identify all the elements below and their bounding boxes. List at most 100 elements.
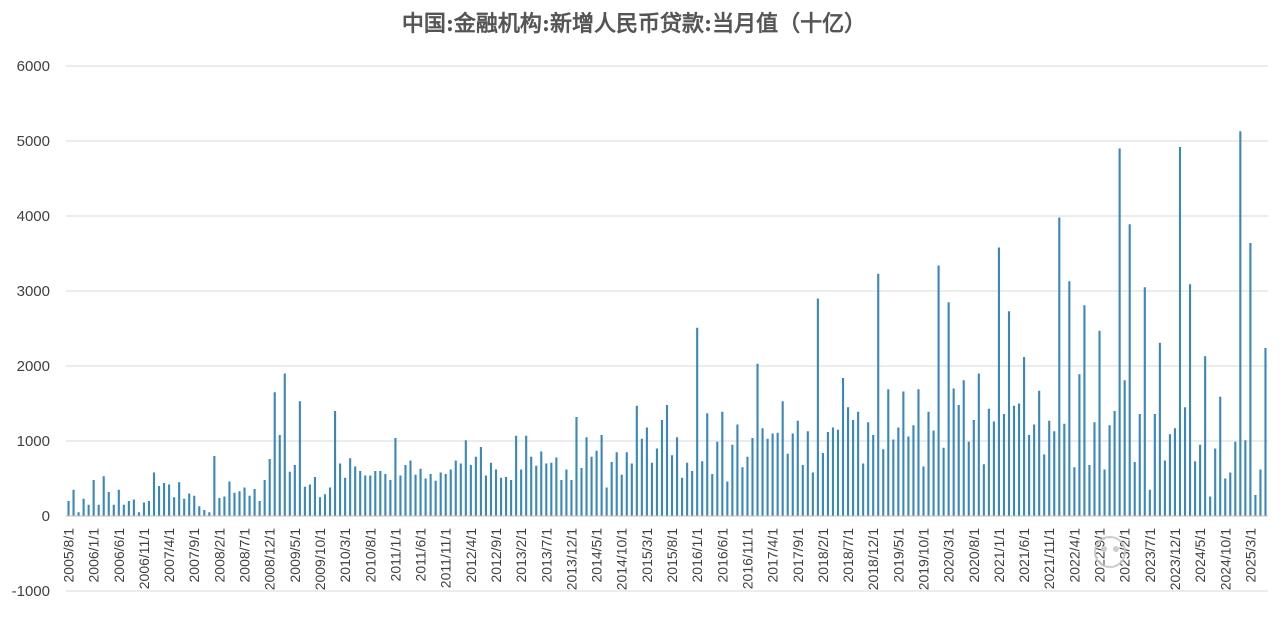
bar xyxy=(439,472,442,516)
bar xyxy=(1128,224,1131,516)
bar xyxy=(208,512,211,516)
bar xyxy=(595,450,598,516)
bar xyxy=(736,424,739,516)
bar xyxy=(1158,342,1161,516)
bar xyxy=(107,492,110,516)
y-tick-label: 1000 xyxy=(17,433,50,450)
bar xyxy=(168,484,171,516)
bar xyxy=(479,447,482,516)
bar xyxy=(1017,403,1021,516)
bar xyxy=(741,467,744,516)
bar xyxy=(510,480,513,516)
bar xyxy=(1113,411,1116,516)
x-tick-label: 2006/11/1 xyxy=(136,528,152,589)
bar xyxy=(1214,448,1217,516)
bar xyxy=(424,478,427,516)
x-tick-label: 2011/6/1 xyxy=(413,528,429,582)
bar xyxy=(193,495,196,516)
bar xyxy=(72,489,75,516)
bar xyxy=(615,452,618,516)
bar xyxy=(540,451,543,516)
bar xyxy=(499,477,503,516)
bar xyxy=(841,378,845,516)
x-tick-label: 2013/7/1 xyxy=(538,528,554,583)
bar xyxy=(253,489,256,516)
bar xyxy=(1264,348,1267,516)
bar xyxy=(655,448,658,516)
bar xyxy=(726,481,729,516)
bar xyxy=(293,465,296,516)
y-tick-label: -1000 xyxy=(12,583,50,600)
bar xyxy=(77,512,80,516)
bar xyxy=(791,433,794,516)
bar xyxy=(1138,414,1141,516)
bar xyxy=(303,486,306,516)
bar xyxy=(937,265,940,516)
bar xyxy=(831,427,835,516)
x-tick-label: 2017/4/1 xyxy=(765,528,781,583)
x-tick-label: 2005/8/1 xyxy=(61,528,77,583)
bar xyxy=(1168,434,1171,516)
bar xyxy=(1078,374,1081,516)
bar xyxy=(1063,423,1066,516)
x-tick-label: 2009/10/1 xyxy=(312,528,328,590)
bar xyxy=(142,502,146,516)
x-tick-label: 2007/4/1 xyxy=(161,528,177,583)
bar xyxy=(369,475,372,516)
x-tick-label: 2012/4/1 xyxy=(463,528,479,583)
y-tick-label: 4000 xyxy=(17,208,50,225)
x-tick-label: 2016/1/1 xyxy=(689,528,705,583)
bar xyxy=(857,411,860,516)
bar xyxy=(1048,420,1051,516)
bar xyxy=(379,471,382,516)
bar xyxy=(238,491,241,516)
bar xyxy=(796,420,799,516)
watermark xyxy=(1094,536,1126,568)
bar xyxy=(248,495,251,516)
bar xyxy=(967,441,970,516)
bar xyxy=(771,433,774,516)
bar xyxy=(464,440,467,516)
bar xyxy=(203,510,206,516)
bar xyxy=(580,468,583,516)
bar xyxy=(756,363,759,516)
bar xyxy=(947,302,950,516)
y-axis-ticks: 6000 5000 4000 3000 2000 1000 0 -1000 xyxy=(12,58,50,600)
bar xyxy=(660,420,664,516)
bar xyxy=(454,460,457,516)
bar xyxy=(681,477,684,516)
bar xyxy=(932,430,935,516)
y-tick-label: 2000 xyxy=(17,358,50,375)
x-tick-label: 2021/6/1 xyxy=(1016,528,1032,583)
bar xyxy=(530,456,533,516)
bar xyxy=(1153,414,1156,516)
x-tick-label: 2016/11/1 xyxy=(740,528,756,589)
bar xyxy=(892,439,895,516)
bar xyxy=(1148,489,1151,516)
bar xyxy=(640,438,643,516)
bar xyxy=(711,474,714,516)
x-tick-label: 2012/9/1 xyxy=(488,528,504,583)
bar xyxy=(484,475,487,516)
bar xyxy=(1163,460,1166,516)
bar xyxy=(585,437,588,516)
bar xyxy=(173,497,176,516)
bar xyxy=(1058,217,1061,516)
bar xyxy=(761,428,764,516)
bar xyxy=(132,499,135,516)
bar xyxy=(409,460,412,516)
bar xyxy=(1038,390,1041,516)
bar xyxy=(1023,357,1026,516)
bar xyxy=(776,432,779,516)
bar xyxy=(645,427,648,516)
bar xyxy=(384,474,387,516)
bar xyxy=(1178,147,1182,516)
x-tick-label: 2006/6/1 xyxy=(111,528,127,583)
bar xyxy=(228,481,231,516)
bar xyxy=(414,474,417,516)
bar xyxy=(625,452,628,516)
bar xyxy=(575,417,578,516)
bar xyxy=(907,436,910,516)
bar xyxy=(67,501,70,516)
bar xyxy=(862,463,865,516)
